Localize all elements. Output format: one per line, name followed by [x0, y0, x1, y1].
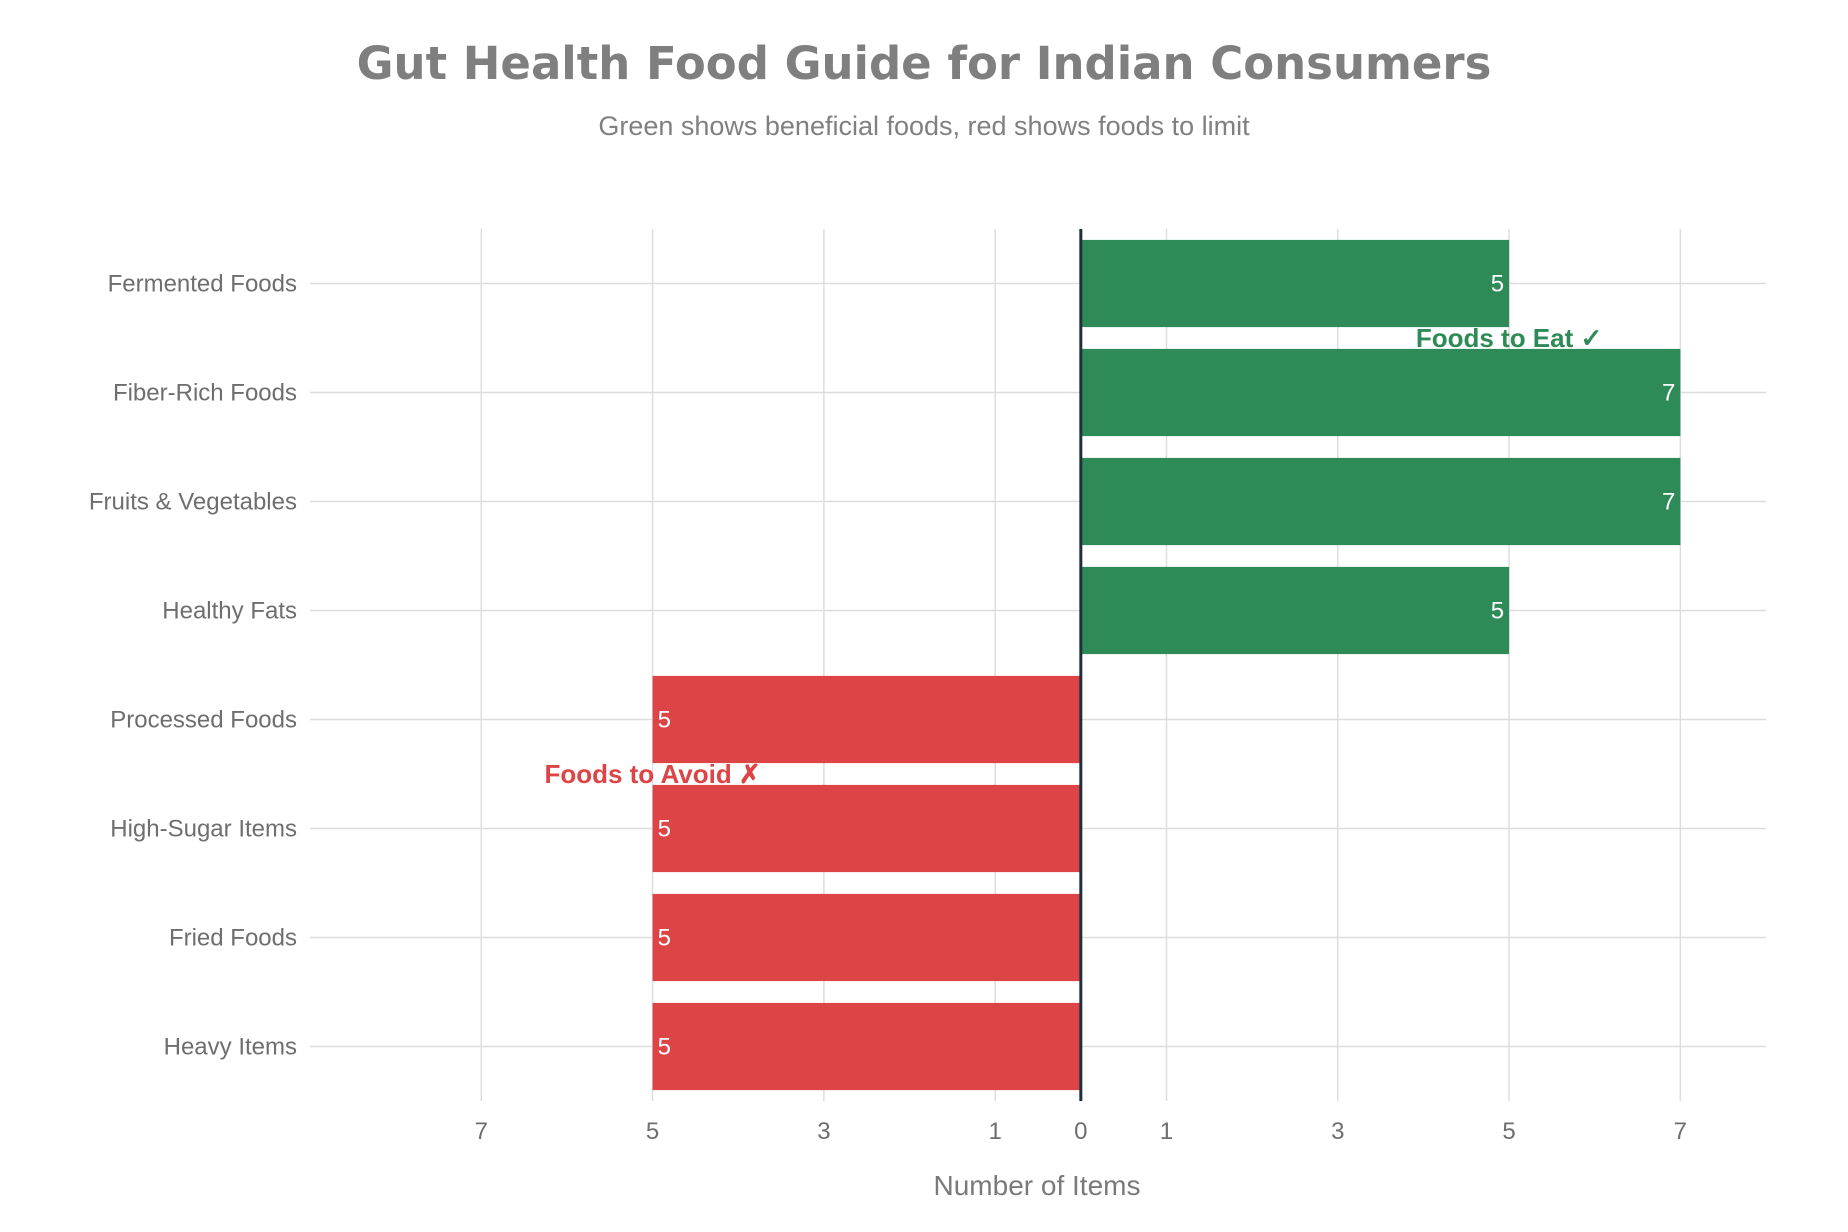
x-axis-title: Number of Items: [934, 1170, 1141, 1201]
x-tick-label: 7: [475, 1118, 488, 1145]
group-annotation-avoid: Foods to Avoid ✗: [544, 759, 760, 789]
bar-value-label: 5: [658, 816, 671, 843]
x-tick-label: 1: [988, 1118, 1001, 1145]
bar-eat: [1080, 348, 1681, 437]
category-label: Processed Foods: [110, 707, 297, 734]
labels: 7 5 3 1 0 1 3 5 7 Fermented Foods Fiber-Rich Foods…: [89, 271, 1687, 1146]
x-tick-label: 5: [1502, 1118, 1515, 1145]
bar-eat: [1080, 239, 1510, 328]
bar-value-label: 7: [1662, 489, 1675, 516]
group-annotation-eat: Foods to Eat ✓: [1416, 323, 1602, 353]
x-tick-label: 3: [1331, 1118, 1344, 1145]
bar-avoid: [652, 784, 1081, 873]
bar-avoid: [652, 675, 1081, 764]
bar-value-label: 5: [658, 925, 671, 952]
x-tick-label: 7: [1674, 1118, 1687, 1145]
bar-eat: [1080, 566, 1510, 655]
bar-eat: [1080, 457, 1681, 546]
x-tick-label: 1: [1160, 1118, 1173, 1145]
bar-avoid: [652, 893, 1081, 982]
x-tick-label: 5: [646, 1118, 659, 1145]
category-label: Healthy Fats: [162, 598, 297, 625]
bar-value-label: 5: [1491, 598, 1504, 625]
chart-title: Gut Health Food Guide for Indian Consume…: [357, 37, 1492, 90]
x-tick-label: 0: [1074, 1118, 1087, 1145]
x-tick-label: 3: [817, 1118, 830, 1145]
bar-value-label: 7: [1662, 380, 1675, 407]
category-label: High-Sugar Items: [110, 816, 297, 843]
category-label: Fermented Foods: [108, 271, 297, 298]
category-label: Fried Foods: [169, 925, 297, 952]
chart-subtitle: Green shows beneficial foods, red shows …: [598, 111, 1250, 141]
category-label: Fiber-Rich Foods: [113, 380, 297, 407]
category-label: Fruits & Vegetables: [89, 489, 297, 516]
bar-value-label: 5: [658, 1034, 671, 1061]
category-label: Heavy Items: [164, 1034, 297, 1061]
bar-value-label: 5: [658, 707, 671, 734]
bar-avoid: [652, 1002, 1081, 1091]
bars: [652, 239, 1681, 1091]
bar-value-label: 5: [1491, 271, 1504, 298]
